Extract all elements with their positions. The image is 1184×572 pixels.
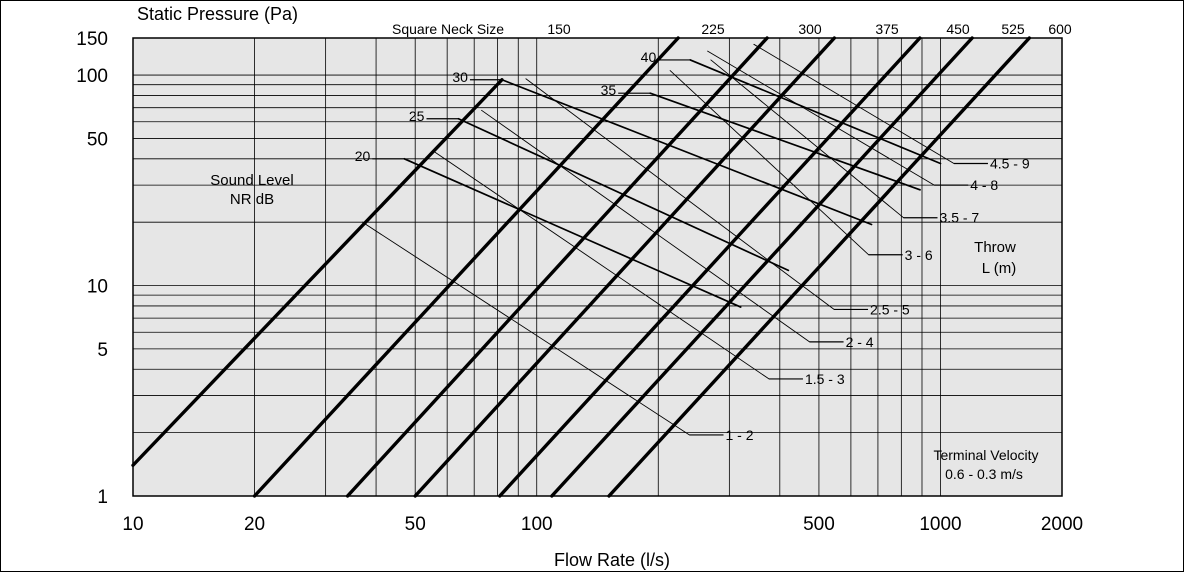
y-tick-label: 50 bbox=[87, 129, 108, 150]
y-tick-label: 10 bbox=[87, 277, 108, 298]
throw-line bbox=[481, 109, 811, 343]
neck-size-line bbox=[550, 36, 974, 498]
throw-line bbox=[710, 59, 904, 219]
throw-line bbox=[707, 50, 935, 186]
sound-level-label: 20 bbox=[355, 148, 371, 164]
throw-label: 4.5 - 9 bbox=[990, 156, 1030, 172]
neck-size-label: 525 bbox=[1001, 21, 1025, 37]
sound-level-label: 35 bbox=[601, 82, 617, 98]
sound-level-label: 30 bbox=[452, 69, 468, 85]
neck-size-line bbox=[607, 36, 1032, 498]
x-tick-label: 2000 bbox=[1041, 514, 1083, 535]
throw-label: 1.5 - 3 bbox=[805, 371, 845, 387]
throw-title-line2: L (m) bbox=[982, 260, 1016, 277]
neck-size-label: 450 bbox=[946, 21, 970, 37]
neck-size-line bbox=[345, 36, 769, 498]
y-tick-label: 100 bbox=[76, 66, 108, 87]
neck-size-line bbox=[131, 78, 504, 467]
labels: 150 225 300 375 450 525 600 20 25 30 35 40 1 - 2 1.5 … bbox=[355, 21, 1072, 443]
throw-line bbox=[434, 151, 770, 380]
x-tick-label: 20 bbox=[244, 514, 265, 535]
sound-level-line bbox=[403, 157, 742, 308]
tick-labels: 10 20 50 100 500 1000 2000 1 5 10 50 100 150 bbox=[76, 29, 1083, 535]
neck-size-label: 600 bbox=[1048, 21, 1072, 37]
y-tick-label: 5 bbox=[97, 340, 108, 361]
neck-size-line bbox=[498, 36, 922, 498]
throw-label: 1 - 2 bbox=[726, 427, 754, 443]
x-tick-label: 50 bbox=[405, 514, 426, 535]
x-tick-label: 1000 bbox=[919, 514, 961, 535]
neck-size-label: 300 bbox=[798, 21, 822, 37]
throw-label: 3 - 6 bbox=[905, 247, 933, 263]
x-tick-label: 100 bbox=[521, 514, 553, 535]
x-tick-label: 10 bbox=[122, 514, 143, 535]
y-axis-title: Static Pressure (Pa) bbox=[137, 4, 298, 24]
sound-level-line bbox=[649, 92, 921, 191]
sound-level-title-line2: NR dB bbox=[230, 191, 274, 208]
throw-label: 2.5 - 5 bbox=[870, 301, 910, 317]
sound-level-line bbox=[501, 78, 873, 226]
terminal-velocity-line2: 0.6 - 0.3 m/s bbox=[945, 466, 1023, 482]
grid bbox=[133, 38, 1062, 496]
plot-border bbox=[132, 37, 1063, 497]
throw-line bbox=[361, 221, 690, 436]
plot-area bbox=[133, 38, 1062, 496]
y-tick-label: 150 bbox=[76, 29, 108, 50]
throw-line bbox=[525, 78, 835, 310]
throw-title-line1: Throw bbox=[974, 239, 1016, 256]
throw-label: 3.5 - 7 bbox=[940, 210, 980, 226]
throw-label: 4 - 8 bbox=[970, 177, 998, 193]
throw-line bbox=[753, 43, 955, 164]
x-tick-label: 500 bbox=[803, 514, 835, 535]
throw-label: 2 - 4 bbox=[846, 334, 874, 350]
neck-size-line bbox=[252, 36, 680, 498]
x-axis-title: Flow Rate (l/s) bbox=[554, 550, 670, 570]
terminal-velocity-line1: Terminal Velocity bbox=[933, 447, 1038, 463]
neck-size-label: 150 bbox=[547, 21, 571, 37]
neck-size-label: 375 bbox=[875, 21, 899, 37]
sound-level-title-line1: Sound Level bbox=[210, 172, 293, 189]
neck-size-lines bbox=[131, 36, 1032, 498]
neck-size-title: Square Neck Size bbox=[392, 21, 504, 37]
throw-lines bbox=[361, 43, 955, 436]
neck-size-label: 225 bbox=[701, 21, 725, 37]
y-tick-label: 1 bbox=[97, 487, 108, 508]
throw-line bbox=[669, 70, 870, 256]
neck-size-line bbox=[413, 36, 837, 498]
sound-level-label: 25 bbox=[409, 108, 425, 124]
sound-level-label: 40 bbox=[641, 49, 657, 65]
